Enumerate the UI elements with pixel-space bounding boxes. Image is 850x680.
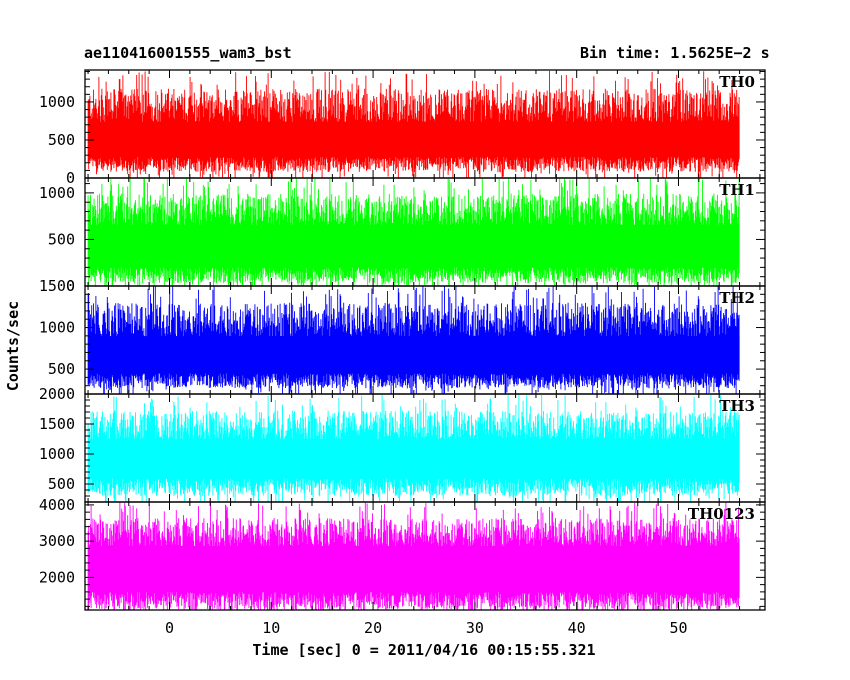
x-tick-label: 30	[466, 619, 484, 637]
y-tick-label: 2000	[39, 385, 75, 403]
bin-time-label: Bin time: 1.5625E−2 s	[580, 44, 770, 62]
x-axis: 0 10 20 30 40 50	[165, 619, 688, 637]
series-core-th0123	[88, 545, 740, 592]
y-tick-label: 500	[48, 131, 75, 149]
y-tick-label: 1500	[39, 277, 75, 295]
y-axis-label: Counts/sec	[4, 301, 22, 391]
panel-th0: 0 500 1000 TH0	[39, 69, 766, 187]
panel-th3: 500 1000 1500 2000 TH3	[39, 385, 766, 503]
panel-label: TH1	[719, 181, 755, 199]
x-tick-label: 20	[364, 619, 382, 637]
chart-panels: 0 500 1000 TH0 0 500 1000 TH1 500 1000 1500 TH2 500 1…	[39, 69, 766, 611]
x-tick-label: 50	[669, 619, 687, 637]
y-tick-label: 500	[48, 230, 75, 248]
series-core-th1	[88, 224, 740, 268]
y-tick-label: 1000	[39, 445, 75, 463]
panel-label: TH0	[719, 73, 755, 91]
panel-th0123: 2000 3000 4000 TH0123	[39, 496, 766, 611]
panel-label: TH3	[719, 397, 755, 415]
x-tick-label: 40	[568, 619, 586, 637]
y-tick-label: 500	[48, 360, 75, 378]
y-tick-label: 1000	[39, 93, 75, 111]
y-tick-label: 1000	[39, 184, 75, 202]
series-core-th3	[88, 439, 740, 478]
y-tick-label: 2000	[39, 568, 75, 586]
y-tick-label: 0	[66, 277, 75, 295]
series-core-th0	[88, 121, 740, 157]
y-tick-label: 3000	[39, 532, 75, 550]
y-tick-label: 500	[48, 475, 75, 493]
chart-title: ae110416001555_wam3_bst	[84, 44, 292, 62]
y-tick-label: 1500	[39, 415, 75, 433]
x-tick-label: 0	[165, 619, 174, 637]
panel-th2: 500 1000 1500 TH2	[39, 277, 766, 395]
series-core-th2	[88, 336, 740, 374]
y-tick-label: 0	[66, 169, 75, 187]
y-tick-label: 1000	[39, 319, 75, 337]
panel-label: TH2	[719, 289, 755, 307]
x-axis-label: Time [sec] 0 = 2011/04/16 00:15:55.321	[252, 641, 595, 659]
panel-th1: 0 500 1000 TH1	[39, 177, 766, 295]
panel-label: TH0123	[688, 505, 755, 523]
y-tick-label: 4000	[39, 496, 75, 514]
x-tick-label: 10	[262, 619, 280, 637]
